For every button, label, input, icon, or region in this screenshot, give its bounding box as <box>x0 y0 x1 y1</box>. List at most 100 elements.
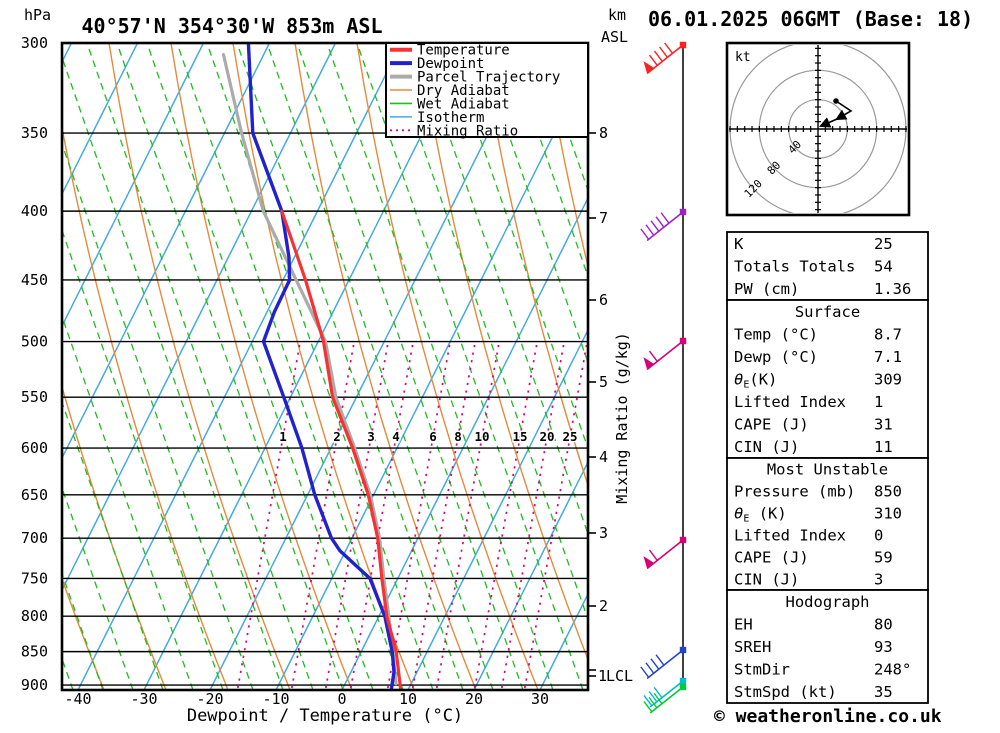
pressure-tick-labels: 300 350 400 450 500 550 600 650 700 750 800 850 900 <box>21 34 48 694</box>
lcl-label: LCL <box>606 667 633 685</box>
mixing-ratio-value-label: 10 <box>474 429 489 444</box>
mixing-ratio-line <box>523 344 587 689</box>
temp-tick-label: 10 <box>399 690 417 708</box>
wind-barb <box>643 41 687 75</box>
wind-barb-station-dot <box>679 41 687 49</box>
wet-adiabat-line <box>0 43 13 690</box>
plot-background-lines <box>0 43 587 690</box>
wind-barb-feather <box>648 549 658 561</box>
table-row-label: CAPE (J) <box>734 549 809 567</box>
temp-tick-label: -40 <box>64 690 91 708</box>
wind-barb <box>643 677 687 708</box>
mixing-ratio-line <box>349 344 414 689</box>
hodograph-trace-start-dot <box>833 98 839 104</box>
dry-adiabat-line <box>63 129 229 689</box>
legend-label: Mixing Ratio <box>417 123 518 139</box>
isotherm-line <box>63 44 270 458</box>
km-tick-label: 1 <box>598 667 607 685</box>
table-row-value: 850 <box>874 483 902 501</box>
plot-frame <box>60 41 590 692</box>
table-row-value: 248° <box>874 661 911 679</box>
mixing-ratio-value-label: 2 <box>333 429 341 444</box>
wet-adiabat-line <box>476 44 587 362</box>
wind-barb-staff <box>649 686 684 714</box>
chart-datetime: 06.01.2025 06GMT (Base: 18) <box>648 7 973 31</box>
wind-barb-feather <box>653 50 663 62</box>
table-row-value: 8.7 <box>874 325 902 343</box>
wind-barb-feather <box>659 46 668 58</box>
table-row-value: 93 <box>874 638 893 656</box>
wet-adiabat-line <box>63 58 284 689</box>
mixing-ratio-value-label: 8 <box>454 429 462 444</box>
mixing-ratio-value-label: 3 <box>367 429 375 444</box>
km-tick-label: 8 <box>599 124 608 142</box>
dry-adiabat-line <box>418 44 587 659</box>
table-row-label: CIN (J) <box>734 571 799 589</box>
legend-label: Parcel Trajectory <box>417 70 560 86</box>
wind-barb-feather <box>648 350 658 362</box>
dry-adiabat-line <box>480 44 587 485</box>
legend-label: Dewpoint <box>417 56 484 72</box>
isotherm-line <box>63 44 336 590</box>
mixing-ratio-value-label: 15 <box>512 429 527 444</box>
mixing-ratio-value-label: 1 <box>279 429 287 444</box>
wet-adiabat-line <box>63 317 194 689</box>
km-tick-label: 7 <box>599 209 608 227</box>
pressure-tick-label: 900 <box>21 676 48 694</box>
table-row-value: 309 <box>874 371 902 389</box>
pressure-axis-unit: hPa <box>24 6 51 24</box>
mixing-ratio-value-label: 6 <box>429 429 437 444</box>
pressure-tick-label: 700 <box>21 529 48 547</box>
wind-barb <box>643 683 687 714</box>
pressure-tick-label: 750 <box>21 569 48 587</box>
legend-label: Isotherm <box>417 110 484 126</box>
temp-tick-label: 0 <box>337 690 346 708</box>
pressure-tick-label: 500 <box>21 333 48 351</box>
mixing-ratio-axis-title: Mixing Ratio (g/kg) <box>613 332 631 504</box>
wind-barb-feather <box>640 228 650 240</box>
wind-barb-station-dot <box>679 337 687 345</box>
wind-barb-staff <box>646 211 684 242</box>
table-row-label: PW (cm) <box>734 280 799 298</box>
dry-adiabat-line <box>356 44 539 689</box>
mixing-ratio-value-label: 20 <box>539 429 554 444</box>
dry-adiabat-line <box>63 579 105 689</box>
wet-adiabat-line <box>86 44 314 689</box>
pressure-tick-label: 450 <box>21 271 48 289</box>
table-row-label: StmDir <box>734 661 790 679</box>
temperature-curve <box>280 209 403 689</box>
wind-barb-feather <box>660 212 670 224</box>
pressure-tick-label: 300 <box>21 34 48 52</box>
table-row-value: 310 <box>874 505 902 523</box>
table-row-label: Lifted Index <box>734 527 846 545</box>
table-row-label: θE (K) <box>734 505 787 525</box>
wind-barb-feather <box>655 216 665 228</box>
dewpoint-curve <box>246 44 396 689</box>
wind-barb-feather <box>655 654 665 666</box>
table-box <box>726 589 929 704</box>
pressure-tick-label: 550 <box>21 388 48 406</box>
wind-barb <box>640 646 687 680</box>
km-tick-label: 2 <box>599 597 608 615</box>
wind-barbs <box>640 41 687 714</box>
pressure-gridlines <box>62 42 588 686</box>
table-row-value: 25 <box>874 235 893 253</box>
pressure-tick-label: 650 <box>21 486 48 504</box>
mixing-ratio-value-label: 25 <box>562 429 577 444</box>
wind-barb-feather <box>640 666 650 678</box>
copyright-text: © weatheronline.co.uk <box>714 706 942 727</box>
legend-label: Dry Adiabat <box>417 83 510 99</box>
chart-title: 40°57'N 354°30'W 853m ASL <box>81 14 382 38</box>
table-row-label: CAPE (J) <box>734 416 809 434</box>
wet-adiabat-line <box>296 44 524 689</box>
pressure-tick-label: 800 <box>21 607 48 625</box>
table-row-label: K <box>734 235 744 253</box>
mixing-ratio-value-label: 4 <box>392 429 400 444</box>
wet-adiabat-line <box>63 489 134 689</box>
wet-adiabat-line <box>116 44 344 689</box>
mixing-ratio-line <box>473 344 538 689</box>
wet-adiabat-line <box>206 44 434 689</box>
isotherm-line <box>63 44 138 194</box>
hodograph-unit-label: kt <box>735 50 751 65</box>
